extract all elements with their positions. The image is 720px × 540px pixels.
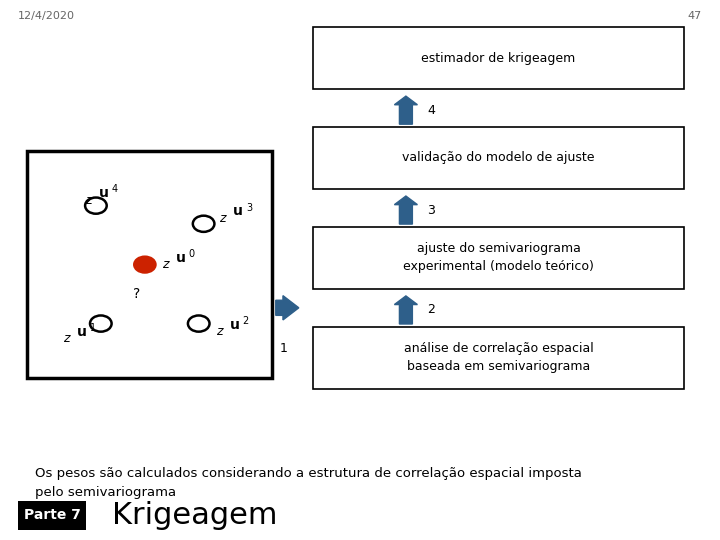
Text: $\mathbf{u}$: $\mathbf{u}$ [233,204,243,218]
Text: validação do modelo de ajuste: validação do modelo de ajuste [402,151,595,165]
Circle shape [188,315,210,332]
Text: $z$: $z$ [162,258,171,271]
Circle shape [193,215,215,232]
FancyArrow shape [395,296,418,324]
Text: $\mathbf{u}$: $\mathbf{u}$ [229,318,240,332]
Text: $z$: $z$ [85,194,94,207]
Text: $\mathbf{u}$: $\mathbf{u}$ [98,186,109,200]
Text: Krigeagem: Krigeagem [112,501,277,530]
Text: 2: 2 [243,316,249,326]
Text: Parte 7: Parte 7 [24,509,81,522]
Text: 4: 4 [428,104,436,117]
FancyArrow shape [276,296,299,320]
FancyBboxPatch shape [313,127,684,189]
Circle shape [134,256,156,273]
FancyArrow shape [395,196,418,224]
Text: 47: 47 [688,11,702,21]
Text: 2: 2 [428,303,436,316]
Text: $z$: $z$ [216,325,225,338]
Text: 3: 3 [246,202,252,213]
Text: estimador de krigeagem: estimador de krigeagem [421,51,576,65]
Text: ajuste do semivariograma
experimental (modelo teórico): ajuste do semivariograma experimental (m… [403,242,594,273]
Text: Os pesos são calculados considerando a estrutura de correlação espacial imposta
: Os pesos são calculados considerando a e… [35,467,582,499]
FancyBboxPatch shape [18,501,86,530]
FancyArrow shape [395,96,418,124]
Text: $\mathbf{u}$: $\mathbf{u}$ [76,325,87,339]
Text: 12/4/2020: 12/4/2020 [18,11,75,21]
Text: 3: 3 [428,204,436,217]
FancyBboxPatch shape [27,151,272,378]
Text: ?: ? [132,287,140,301]
FancyBboxPatch shape [313,227,684,289]
Text: 0: 0 [189,249,195,259]
Text: $z$: $z$ [220,212,228,225]
Text: 1: 1 [279,342,287,355]
Text: 1: 1 [90,323,96,333]
FancyBboxPatch shape [313,327,684,389]
FancyBboxPatch shape [313,27,684,89]
Text: $z$: $z$ [63,332,72,345]
Circle shape [85,198,107,214]
Text: $\mathbf{u}$: $\mathbf{u}$ [175,251,186,265]
Text: análise de correlação espacial
baseada em semivariograma: análise de correlação espacial baseada e… [404,342,593,373]
Text: 4: 4 [112,185,118,194]
Circle shape [90,315,112,332]
